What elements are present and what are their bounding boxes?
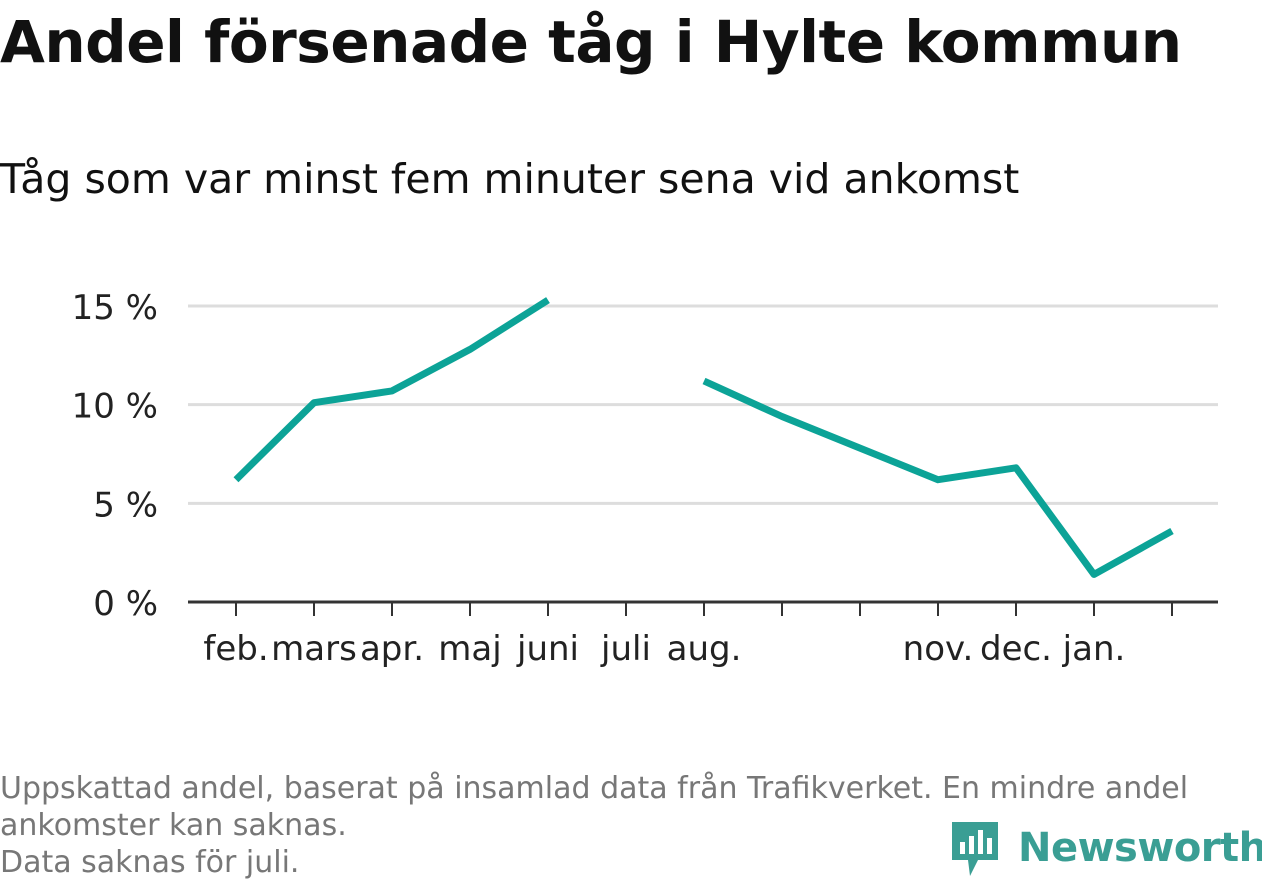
x-tick-label: apr. [360,629,424,669]
footnote-line-1: Uppskattad andel, baserat på insamlad da… [0,771,1189,806]
x-tick-label: jan. [1062,629,1126,669]
footnote-line-2: ankomster kan saknas. [0,808,347,843]
x-axis-ticks [235,602,1173,616]
y-tick-label: 0 % [93,584,158,624]
x-tick-label: aug. [667,629,742,669]
chart-title: Andel försenade tåg i Hylte kommun [0,8,1182,76]
brand-name: Newsworthy [1018,825,1262,871]
series-line-segment [702,377,1174,578]
footnote: Uppskattad andel, baserat på insamlad da… [0,770,1250,881]
newsworthy-logo: Newsworthy [950,818,1262,878]
line-chart: 0 % 5 % 10 % 15 % feb. mars apr. maj juni juli au… [72,288,1218,669]
y-tick-label: 10 % [72,387,158,427]
x-tick-label: maj [438,629,501,669]
chart-subtitle: Tåg som var minst fem minuter sena vid a… [0,155,1020,203]
series-line-segment [233,297,550,483]
x-tick-label: feb. [203,629,268,669]
footnote-line-3: Data saknas för juli. [0,845,300,880]
x-tick-label: juli [600,629,651,669]
gridlines [188,304,1218,505]
y-axis-labels: 0 % 5 % 10 % 15 % [72,288,158,624]
y-tick-label: 15 % [72,288,158,328]
y-tick-label: 5 % [93,485,158,525]
x-tick-label: nov. [903,629,974,669]
newsworthy-logo-icon [952,822,998,876]
x-tick-label: dec. [980,629,1052,669]
x-tick-label: mars [271,629,357,669]
series-lines [233,297,1174,578]
x-axis-labels: feb. mars apr. maj juni juli aug. nov. dec. jan. [203,629,1125,669]
x-tick-label: juni [516,629,579,669]
